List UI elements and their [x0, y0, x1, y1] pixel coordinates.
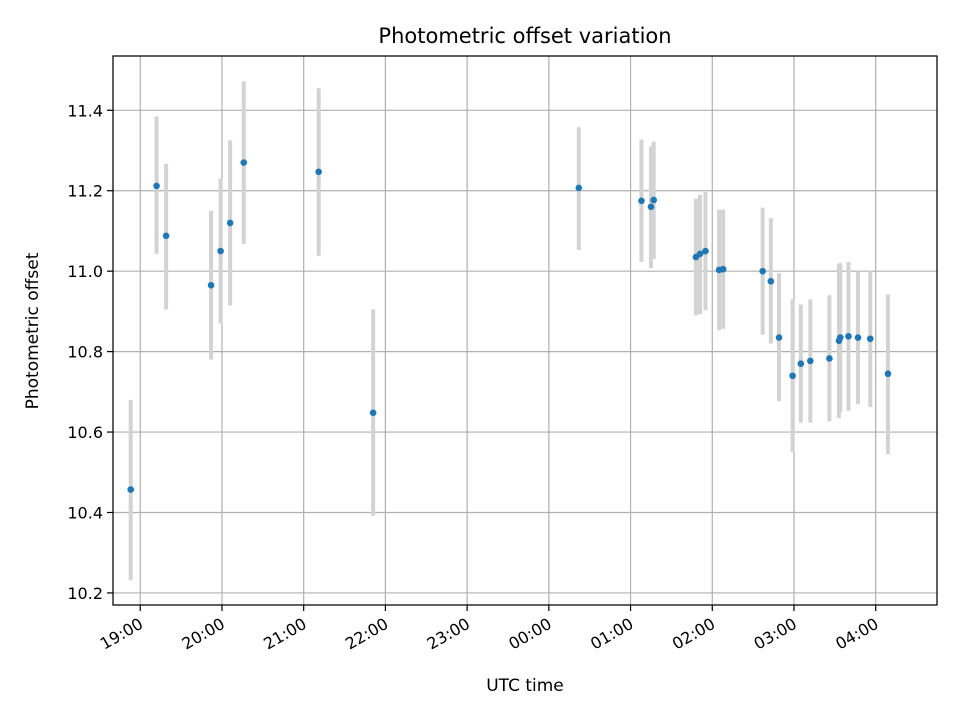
data-point [240, 159, 248, 166]
data-point [369, 409, 377, 417]
data-point [797, 360, 805, 367]
y-tick-label: 10.4 [67, 503, 103, 522]
data-point [650, 196, 658, 204]
data-point [759, 267, 766, 275]
data-point [315, 168, 322, 176]
data-point [836, 334, 844, 341]
data-point [647, 203, 655, 211]
markers [127, 159, 892, 493]
data-point [719, 265, 727, 273]
y-tick-label: 11.4 [67, 101, 103, 120]
chart-title: Photometric offset variation [378, 24, 671, 48]
y-axis-ticks: 10.2 10.4 10.6 10.8 11.0 11.2 11.4 [67, 101, 113, 603]
data-point [767, 277, 775, 285]
data-point [207, 281, 215, 289]
data-point [845, 333, 852, 340]
y-axis-label: Photometric offset [23, 252, 43, 409]
data-point [162, 232, 170, 240]
y-tick-label: 10.8 [67, 343, 103, 362]
data-point [866, 335, 874, 343]
data-point [775, 334, 783, 341]
y-tick-label: 11.2 [67, 182, 103, 201]
data-point [854, 334, 862, 341]
data-point [789, 372, 796, 380]
y-tick-label: 11.0 [67, 262, 103, 281]
data-point [696, 250, 704, 258]
x-axis-label: UTC time [486, 676, 564, 696]
data-point [826, 355, 833, 362]
y-tick-label: 10.6 [67, 423, 103, 442]
data-point [226, 219, 234, 227]
data-point [217, 247, 224, 255]
data-point [807, 357, 814, 365]
data-point [153, 182, 160, 190]
data-point [638, 197, 645, 205]
data-point [884, 370, 892, 378]
y-tick-label: 10.2 [67, 584, 103, 603]
data-point [575, 184, 583, 192]
plot-frame [112, 55, 938, 606]
data-point [702, 247, 709, 255]
data-point [127, 486, 135, 493]
